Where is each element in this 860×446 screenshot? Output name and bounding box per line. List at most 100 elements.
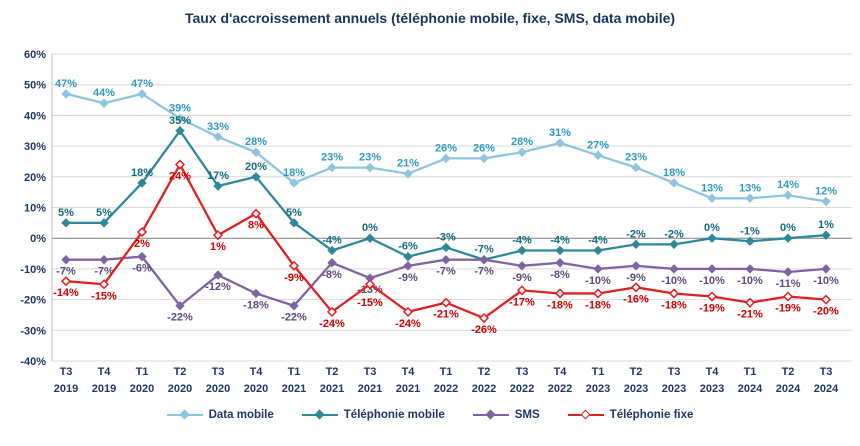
svg-text:0%: 0% [362,222,378,234]
svg-text:T1: T1 [288,366,301,378]
svg-text:26%: 26% [473,142,495,154]
svg-text:60%: 60% [24,49,46,61]
svg-text:T3: T3 [668,366,681,378]
legend-label-telephonie-fixe: Téléphonie fixe [609,409,694,421]
svg-text:-12%: -12% [205,281,231,293]
svg-text:18%: 18% [283,167,305,179]
svg-text:-4%: -4% [550,234,570,246]
svg-text:2023: 2023 [624,383,648,395]
svg-text:-10%: -10% [20,264,46,276]
svg-text:2020: 2020 [244,383,268,395]
svg-text:44%: 44% [93,87,115,99]
svg-text:28%: 28% [245,136,267,148]
svg-text:2021: 2021 [358,383,382,395]
svg-text:-7%: -7% [474,244,494,256]
svg-text:T3: T3 [516,366,529,378]
legend-item-sms: SMS [472,409,540,421]
svg-text:-20%: -20% [20,295,46,307]
svg-text:20%: 20% [24,172,46,184]
svg-text:-7%: -7% [94,266,114,278]
svg-text:5%: 5% [96,207,112,219]
svg-text:-14%: -14% [53,287,79,299]
line-diamond-marker-icon [166,409,203,421]
svg-text:13%: 13% [739,182,761,194]
svg-text:1%: 1% [210,241,226,253]
svg-text:-22%: -22% [167,312,193,324]
svg-text:2%: 2% [134,238,150,250]
chart-title: Taux d'accroissement annuels (téléphonie… [184,10,676,26]
svg-text:17%: 17% [207,170,229,182]
svg-text:T4: T4 [250,366,264,378]
svg-text:-10%: -10% [699,275,725,287]
svg-text:21%: 21% [397,158,419,170]
svg-text:T3: T3 [364,366,377,378]
svg-text:-21%: -21% [737,309,763,321]
svg-text:T2: T2 [326,366,339,378]
svg-text:2022: 2022 [510,383,534,395]
svg-text:T3: T3 [820,366,833,378]
svg-text:-21%: -21% [433,309,459,321]
svg-text:-15%: -15% [91,290,117,302]
svg-text:2021: 2021 [320,383,344,395]
svg-text:39%: 39% [169,102,191,114]
svg-text:-24%: -24% [319,318,345,330]
svg-text:-2%: -2% [626,228,646,240]
svg-text:T2: T2 [630,366,643,378]
svg-text:T4: T4 [98,366,112,378]
svg-text:-19%: -19% [699,303,725,315]
svg-text:0%: 0% [704,222,720,234]
svg-text:T2: T2 [478,366,491,378]
svg-text:30%: 30% [24,141,46,153]
svg-text:-13%: -13% [357,284,383,296]
svg-text:35%: 35% [169,115,191,127]
svg-text:-9%: -9% [398,272,418,284]
svg-text:23%: 23% [321,152,343,164]
svg-text:T4: T4 [402,366,416,378]
svg-text:20%: 20% [245,161,267,173]
svg-text:10%: 10% [24,203,46,215]
svg-text:-3%: -3% [436,231,456,243]
legend-item-telephonie-mobile: Téléphonie mobile [301,409,445,421]
svg-text:-7%: -7% [436,266,456,278]
svg-text:1%: 1% [818,219,834,231]
svg-text:27%: 27% [587,139,609,151]
svg-text:8%: 8% [248,220,264,232]
svg-text:5%: 5% [286,207,302,219]
svg-text:47%: 47% [55,78,77,90]
svg-text:2024: 2024 [814,383,839,395]
svg-text:2019: 2019 [92,383,116,395]
svg-text:-10%: -10% [813,275,839,287]
svg-text:-1%: -1% [740,225,760,237]
svg-text:-10%: -10% [737,275,763,287]
svg-text:T4: T4 [554,366,568,378]
svg-text:-16%: -16% [623,293,649,305]
svg-text:-18%: -18% [547,299,573,311]
svg-text:2020: 2020 [130,383,154,395]
svg-text:-40%: -40% [20,356,46,368]
svg-text:-17%: -17% [509,296,535,308]
svg-text:47%: 47% [131,78,153,90]
svg-text:-6%: -6% [398,241,418,253]
svg-text:50%: 50% [24,80,46,92]
svg-text:T1: T1 [440,366,453,378]
legend-label-data-mobile: Data mobile [208,409,274,421]
svg-text:0%: 0% [30,233,46,245]
svg-text:2021: 2021 [282,383,306,395]
svg-text:24%: 24% [169,171,191,183]
svg-text:-10%: -10% [585,275,611,287]
svg-text:-2%: -2% [664,228,684,240]
line-diamond-marker-icon [567,409,604,421]
svg-text:T4: T4 [706,366,720,378]
svg-text:2023: 2023 [586,383,610,395]
svg-text:-18%: -18% [243,299,269,311]
svg-text:2022: 2022 [548,383,572,395]
svg-text:18%: 18% [663,167,685,179]
svg-text:40%: 40% [24,110,46,122]
svg-text:28%: 28% [511,136,533,148]
svg-text:-15%: -15% [357,297,383,309]
svg-text:-8%: -8% [322,269,342,281]
svg-text:-9%: -9% [626,272,646,284]
svg-text:31%: 31% [549,127,571,139]
svg-text:-7%: -7% [474,266,494,278]
svg-text:-20%: -20% [813,306,839,318]
